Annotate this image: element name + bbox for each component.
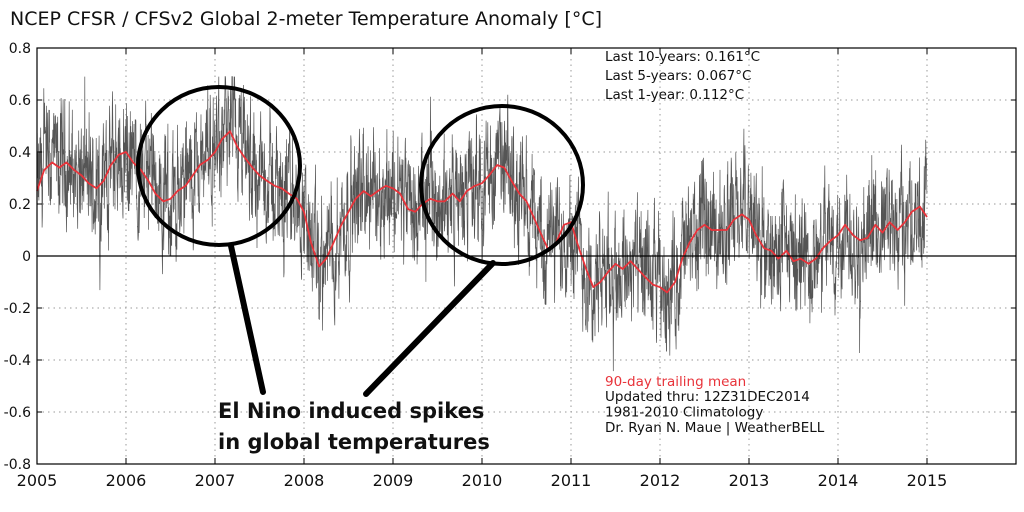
el-nino-annotation: El Nino induced spikes in global temperat…	[136, 85, 585, 454]
trailing-mean-line	[36, 130, 928, 294]
chart-title: NCEP CFSR / CFSv2 Global 2-meter Tempera…	[10, 8, 602, 30]
x-tick-label: 2009	[373, 471, 414, 490]
annotation-text: El Nino induced spikes	[218, 399, 484, 423]
annotation-text: in global temperatures	[218, 430, 490, 454]
y-tick-label: -0.4	[4, 353, 31, 369]
info-line: Updated thru: 12Z31DEC2014	[605, 389, 810, 405]
pointer-line-2010	[363, 260, 496, 397]
stats-block: Last 10-years: 0.161°C Last 5-years: 0.06…	[605, 49, 760, 103]
legend-label: 90-day trailing mean	[605, 374, 746, 390]
x-tick-label: 2013	[729, 471, 770, 490]
y-tick-label: 0.2	[9, 197, 31, 213]
x-tick-label: 2007	[195, 471, 236, 490]
y-tick-label: -0.8	[4, 457, 31, 473]
el-nino-circle-2007	[136, 85, 302, 247]
trailing-mean-series	[36, 130, 928, 294]
x-tick-label: 2011	[551, 471, 592, 490]
info-line: 1981-2010 Climatology	[605, 405, 763, 421]
y-tick-label: 0.6	[9, 93, 31, 109]
stat-line: Last 5-years: 0.067°C	[605, 68, 751, 84]
y-tick-label: -0.6	[4, 405, 31, 421]
x-tick-label: 2005	[17, 471, 58, 490]
y-tick-label: -0.2	[4, 301, 31, 317]
x-tick-label: 2015	[907, 471, 948, 490]
el-nino-circle-2010	[419, 104, 585, 266]
pointer-line-2007	[228, 243, 266, 395]
x-tick-label: 2014	[818, 471, 859, 490]
y-tick-label: 0.8	[9, 41, 31, 57]
x-tick-label: 2006	[106, 471, 147, 490]
y-tick-label: 0.4	[9, 145, 31, 161]
stat-line: Last 1-year: 0.112°C	[605, 87, 744, 103]
plot-frame	[36, 47, 1017, 465]
y-tick-label: 0	[22, 249, 31, 265]
x-tick-label: 2008	[284, 471, 325, 490]
stat-line: Last 10-years: 0.161°C	[605, 49, 760, 65]
x-tick-label: 2012	[640, 471, 681, 490]
x-tick-label: 2010	[462, 471, 503, 490]
info-line: Dr. Ryan N. Maue | WeatherBELL	[605, 420, 825, 436]
